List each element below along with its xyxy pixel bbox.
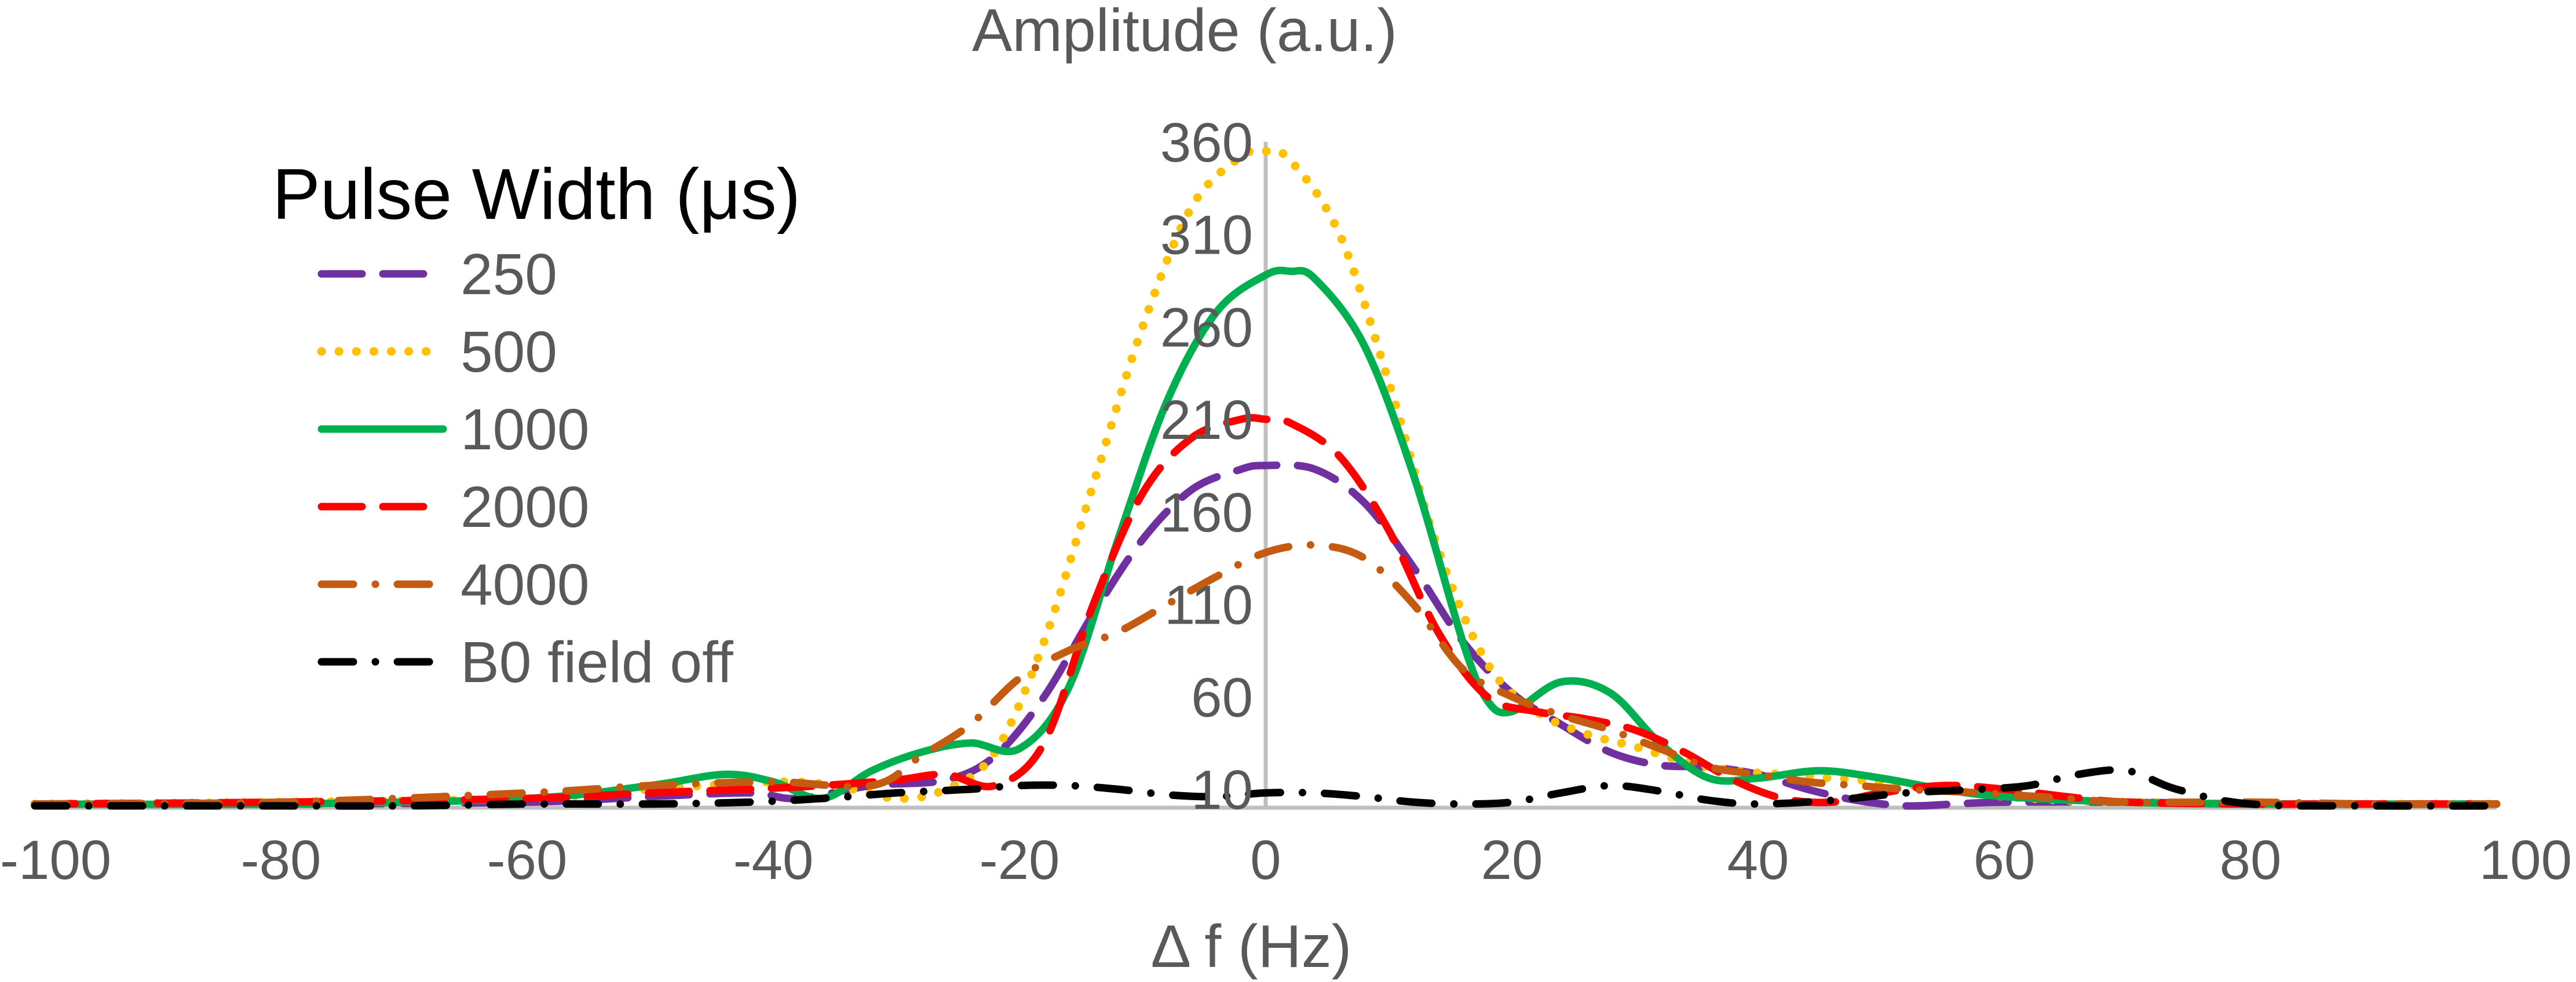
y-tick-label: 110 [1164, 574, 1253, 636]
legend-label: 4000 [461, 552, 589, 617]
x-tick-label: 0 [1250, 829, 1281, 891]
y-axis-title: Amplitude (a.u.) [972, 0, 1397, 64]
x-tick-label: -60 [487, 829, 568, 891]
x-tick-labels: -100 -80 -60 -40 -20 0 20 40 60 80 100 [0, 829, 2572, 891]
legend-label: 250 [461, 242, 557, 307]
x-tick-label: 20 [1481, 829, 1543, 891]
series-line-4 [31, 541, 2501, 808]
y-tick-label: 60 [1191, 666, 1253, 728]
x-tick-label: 100 [2479, 829, 2572, 891]
x-axis-title: Δ f (Hz) [1151, 913, 1352, 980]
legend-label: 500 [461, 320, 557, 384]
legend-label: 1000 [461, 397, 589, 462]
y-tick-label: 260 [1160, 296, 1253, 358]
series-line-2 [31, 266, 2501, 808]
series-layer [30, 145, 2501, 810]
x-tick-label: -80 [241, 829, 321, 891]
x-tick-label: -40 [733, 829, 814, 891]
y-tick-label: 10 [1191, 759, 1253, 821]
legend-title: Pulse Width (μs) [272, 155, 801, 234]
x-tick-label: 60 [1974, 829, 2036, 891]
x-tick-label: -20 [980, 829, 1060, 891]
x-tick-label: 80 [2220, 829, 2282, 891]
x-tick-label: 40 [1727, 829, 1789, 891]
x-tick-label: -100 [0, 829, 111, 891]
legend: Pulse Width (μs) 250 500 1000 2000 4000 B0 fi… [272, 155, 801, 695]
legend-label: B0 field off [461, 630, 733, 695]
y-tick-label: 210 [1160, 389, 1253, 451]
y-tick-label: 360 [1160, 112, 1253, 174]
legend-items: 250 500 1000 2000 4000 B0 field off [317, 242, 733, 695]
y-tick-label: 160 [1160, 482, 1253, 544]
legend-label: 2000 [461, 475, 589, 540]
series-line-3 [31, 414, 2501, 808]
axes [35, 142, 2497, 810]
y-tick-labels: 10 60 110 160 210 260 310 360 [1160, 112, 1253, 821]
series-line-5 [31, 766, 2501, 810]
y-tick-label: 310 [1160, 204, 1253, 266]
